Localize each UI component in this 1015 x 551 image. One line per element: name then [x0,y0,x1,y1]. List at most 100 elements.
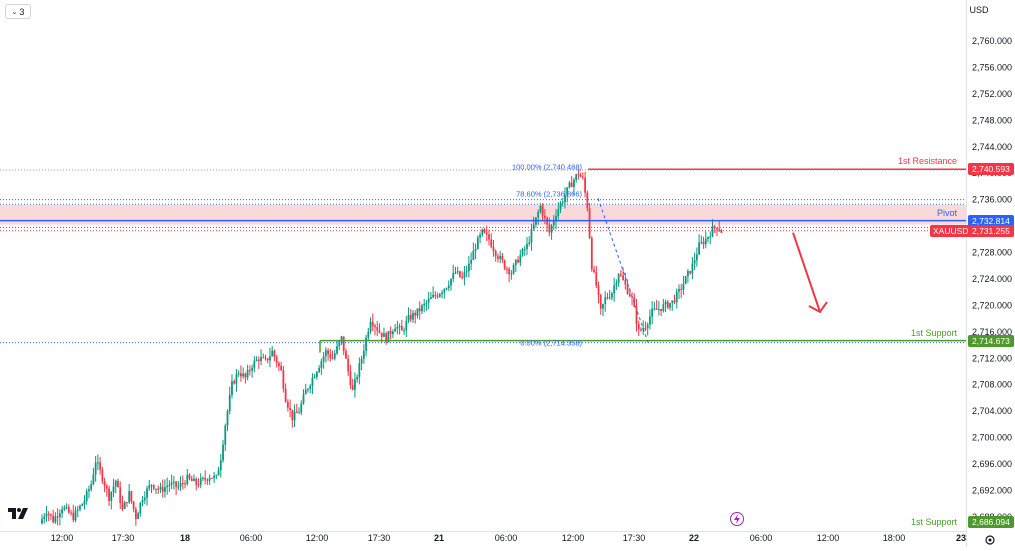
candle-down [400,326,403,331]
candle-up [528,242,531,244]
candle-down [195,478,198,485]
candle-up [447,285,450,289]
currency-selector[interactable]: USD [968,3,990,17]
candle-down [590,237,593,270]
candle-up [141,500,144,503]
candle-up [79,505,81,510]
candle-down [286,401,289,408]
candle-down [716,227,718,230]
candle-up [224,425,227,445]
candle-down [342,336,345,352]
candle-down [101,469,104,481]
candle-up [81,504,84,506]
candle-down [210,477,213,479]
candle-up [316,372,318,377]
candle-up [550,225,553,233]
candle-down [505,268,508,270]
candle-up [684,276,687,284]
candle-up [139,502,142,514]
candle-down [718,229,721,231]
projection-shaft [792,232,821,313]
candle-up [166,485,169,488]
current-price-badge: 2,731.255 [968,224,1014,237]
candle-up [202,477,204,479]
price-tick-label: 2,752.000 [972,89,1012,99]
candle-up [649,316,651,325]
candle-up [474,249,477,251]
candle-down [181,482,184,484]
candle-down [548,224,551,233]
candle-down [248,370,251,372]
time-axis[interactable]: 12:00 17:30 18 06:00 12:00 17:30 21 06:00 12:00 1… [51,533,966,543]
candle-down [289,407,291,410]
candle-down [389,331,392,334]
candle-up [617,274,620,283]
candle-up [454,272,457,274]
price-tick-label: 2,712.000 [972,353,1012,363]
candle-up [61,509,64,514]
indicators-toggle-button[interactable]: ⌄ 3 [5,4,31,19]
lightning-icon[interactable] [730,512,744,526]
candle-down [56,516,59,518]
candle-up [678,288,680,292]
candle-up [215,475,218,477]
candle-up [90,484,93,490]
candle-up [255,359,258,361]
candle-up [512,264,515,274]
candle-up [172,481,175,483]
price-tick-label: 2,744.000 [972,142,1012,152]
time-tick-label: 12:00 [562,533,585,543]
candle-up [398,326,401,328]
candle-down [132,501,135,510]
candle-up [358,363,361,377]
candle-up [45,513,48,517]
candle-down [622,275,624,281]
candle-down [655,308,658,310]
candle-down [291,409,294,421]
candle-up [561,202,564,204]
candle-down [409,314,412,320]
candle-up [700,241,703,243]
candle-up [573,180,575,187]
candle-down [434,294,437,296]
candle-down [378,330,381,333]
candle-up [559,203,562,210]
pivot-price-badge: 2,732.814 [968,214,1014,227]
price-axis[interactable]: 2,760.000 2,756.000 2,752.000 2,748.000 2,74… [972,36,1012,522]
candle-up [707,237,709,239]
candle-down [347,358,350,372]
candle-up [438,294,441,297]
candle-down [175,481,177,487]
candle-down [599,294,602,309]
candle-down [673,300,676,303]
candle-down [157,488,160,490]
candle-down [206,479,209,481]
fib-100-label: 100.00% (2,740.488) [512,162,583,171]
candle-up [615,282,618,286]
candle-down [47,513,50,515]
candle-up [92,474,95,485]
candle-up [441,292,443,295]
candlestick-series [41,169,723,526]
gear-icon[interactable] [984,533,996,545]
candle-down [240,373,242,377]
candle-down [257,359,260,362]
price-tick-label: 2,708.000 [972,380,1012,390]
candle-down [584,177,587,193]
candle-up [675,291,678,303]
candle-up [298,412,300,414]
candle-up [146,488,148,498]
candle-up [611,293,613,298]
candle-down [50,514,52,516]
candle-up [403,330,405,332]
candle-up [530,229,533,243]
candle-down [266,358,269,361]
candle-up [43,516,46,520]
tradingview-logo-icon[interactable] [8,506,30,520]
candle-up [94,462,97,475]
candle-down [588,208,591,238]
candle-up [304,389,307,395]
candle-down [492,246,495,251]
candle-up [54,516,57,523]
